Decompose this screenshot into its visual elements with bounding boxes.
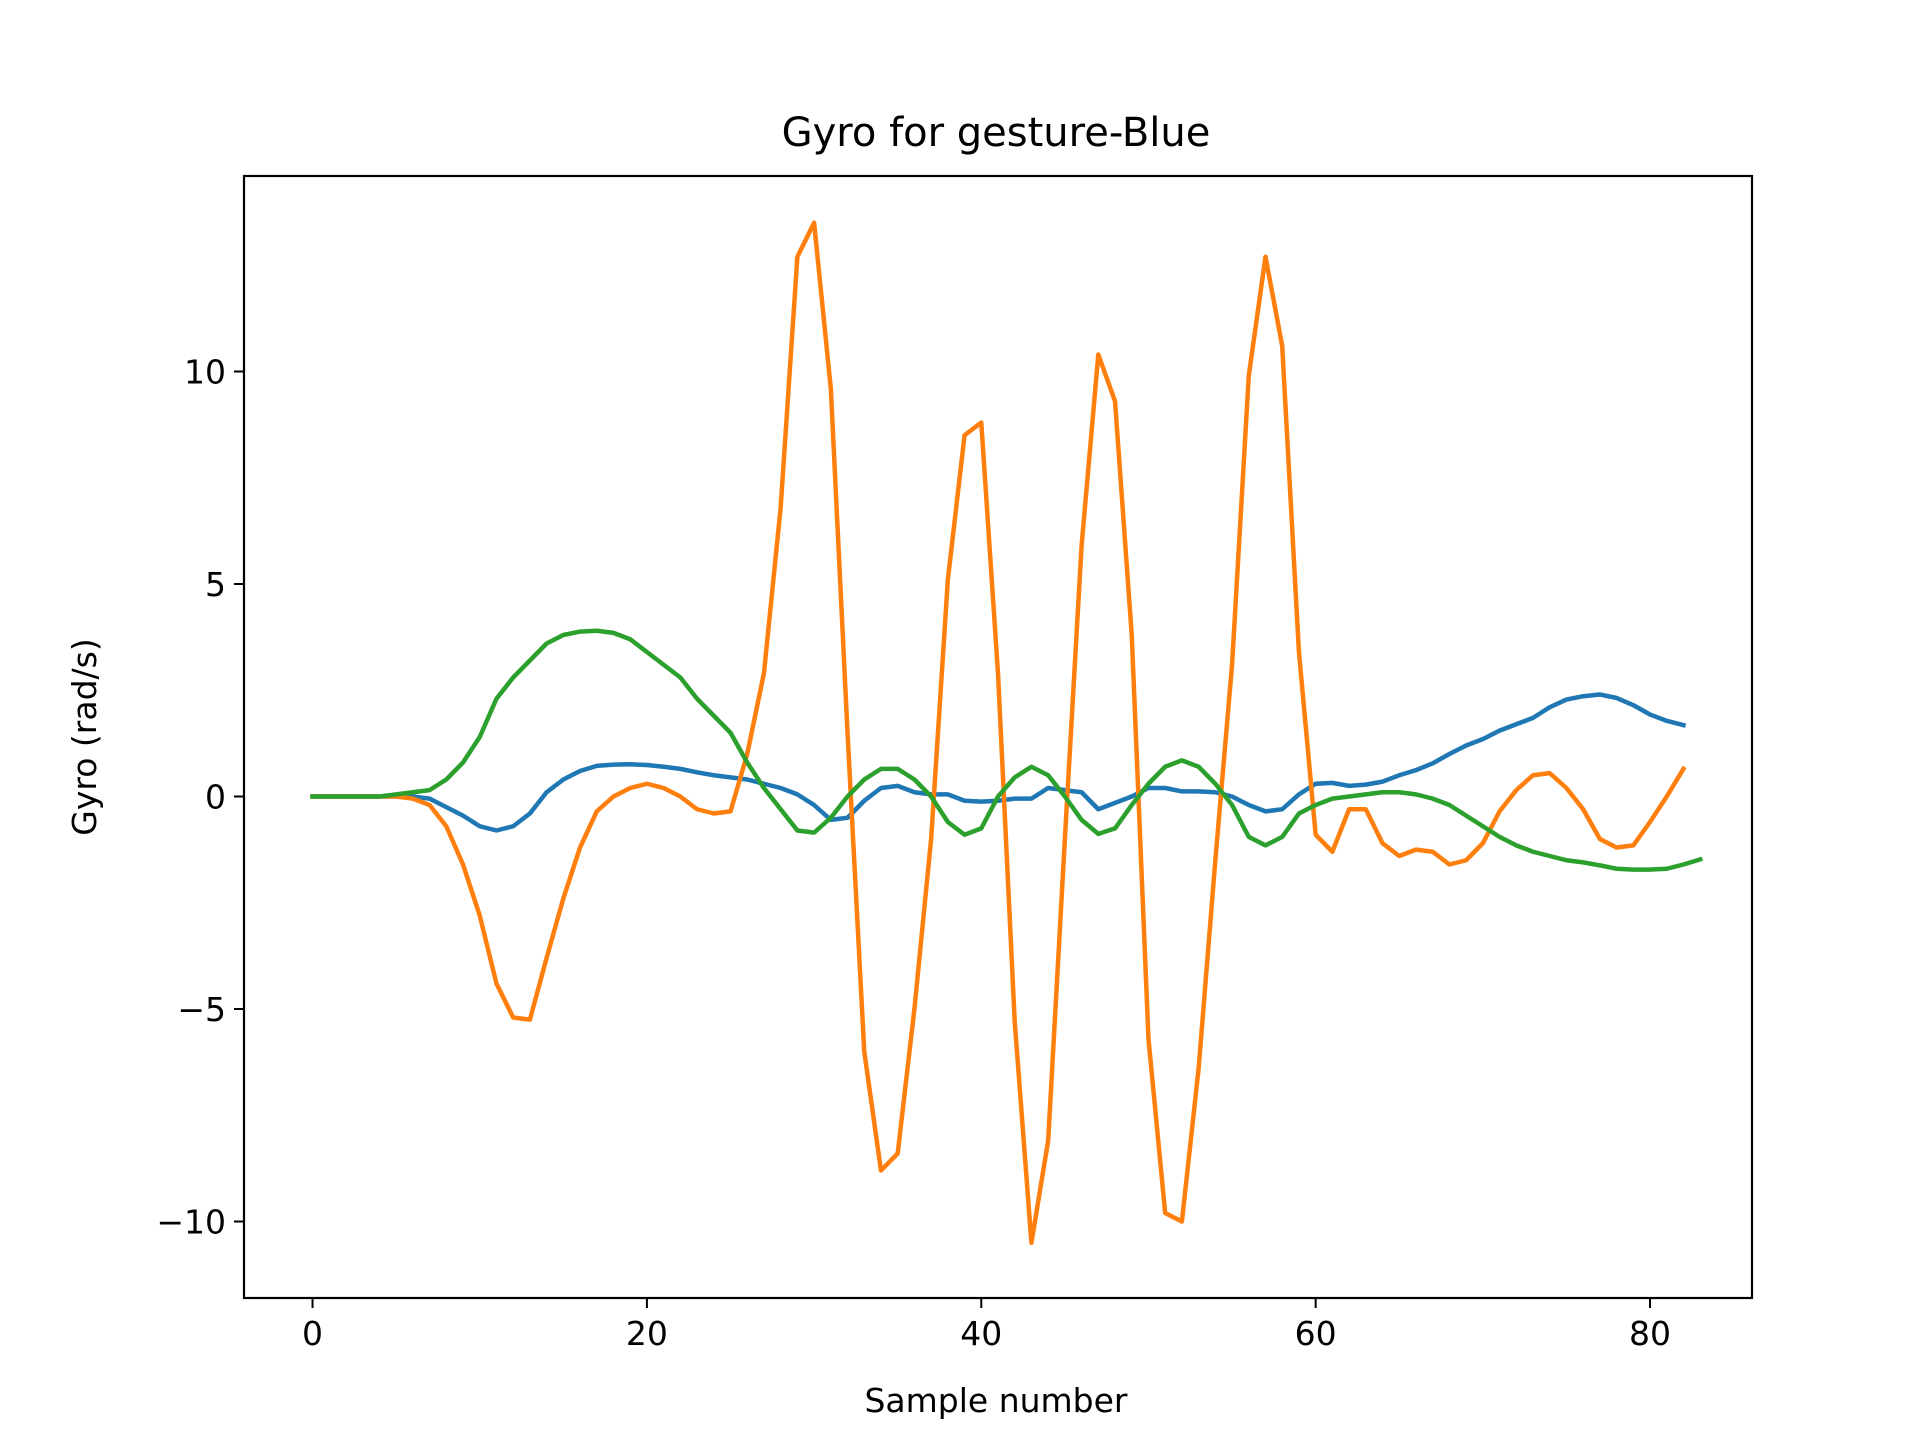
y-tick-label: 10 [184, 353, 226, 392]
series-line-gyro-y [310, 220, 1687, 1245]
y-tick-label: 0 [205, 778, 226, 817]
x-tick-label: 40 [960, 1314, 1002, 1353]
y-tick-label: 5 [205, 565, 226, 604]
x-tick-label: 60 [1295, 1314, 1337, 1353]
y-axis-label: Gyro (rad/s) [65, 638, 104, 835]
y-axis: −10 −5 0 5 10 [156, 353, 244, 1242]
series-layer [310, 220, 1703, 1245]
series-line-gyro-z [310, 628, 1703, 872]
x-tick-label: 20 [626, 1314, 668, 1353]
y-tick-label: −10 [156, 1203, 226, 1242]
x-tick-label: 0 [302, 1314, 323, 1353]
chart-title: Gyro for gesture-Blue [782, 110, 1211, 156]
plot-frame [242, 174, 1754, 1300]
y-tick-label: −5 [177, 990, 226, 1029]
x-axis-label: Sample number [864, 1381, 1127, 1420]
x-axis: 0 20 40 60 80 [302, 1298, 1671, 1353]
x-tick-label: 80 [1629, 1314, 1671, 1353]
